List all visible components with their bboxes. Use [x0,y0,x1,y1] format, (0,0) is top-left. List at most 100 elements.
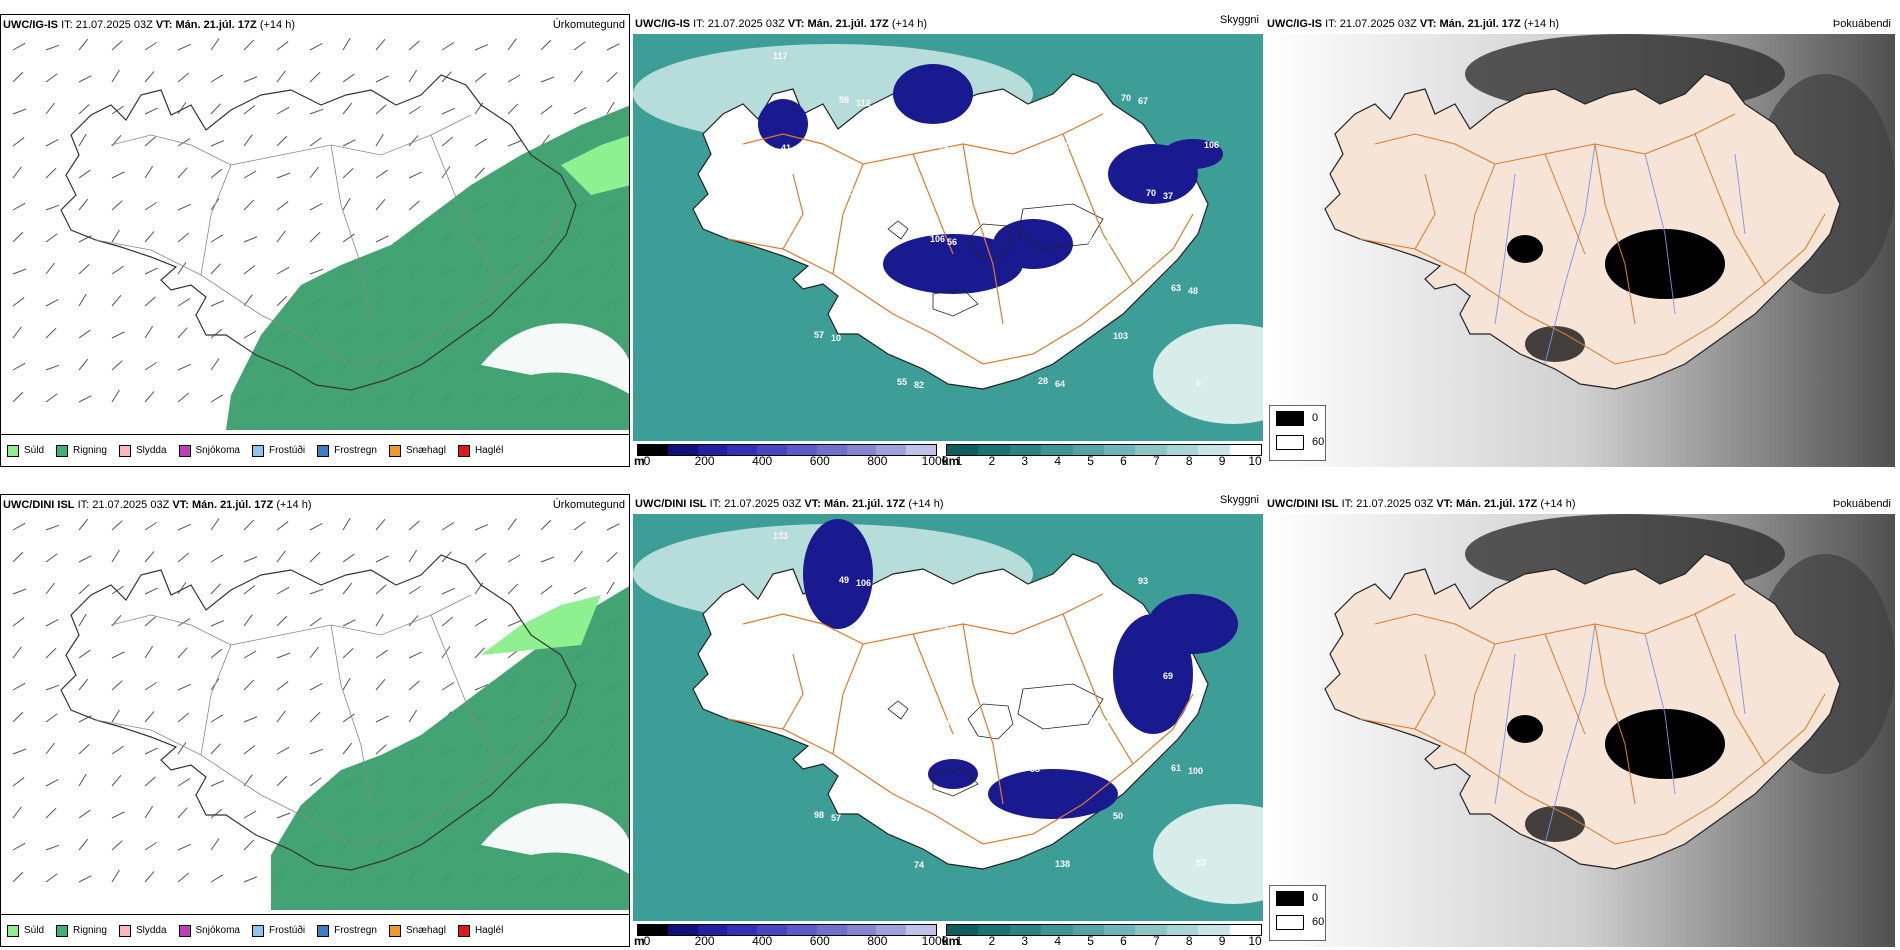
wind-barb [177,392,190,403]
fog-legend-item: 60 [1276,910,1325,934]
river-network [1494,143,1746,365]
wind-barb [144,711,155,723]
cloud-base-label: 50 [1113,811,1123,821]
vt-label: VT: [1419,18,1437,30]
legend-label: 60 [1312,436,1325,448]
colorbar-segment [1229,445,1262,455]
colorbar-tick-label: 400 [752,934,773,947]
colorbar-segment [1072,445,1105,455]
colorbar-segment [697,925,728,935]
wind-barb [606,552,618,563]
wind-barb [177,327,188,339]
fog-legend-item: 0 [1276,406,1325,430]
wind-barb [78,875,92,883]
visibility-map: 133 106 100 111 108 100 57 74 83 790 69 25 57 64 138 93… [633,514,1263,921]
colorbar-tick-label: 600 [809,934,830,947]
road [1594,623,1636,805]
wind-barb [177,523,191,531]
legend-label: Slydda [135,925,167,936]
coastline [60,554,577,871]
wind-barb [342,73,355,83]
legend-label: Snæhagl [405,925,446,936]
wind-barb [111,331,125,339]
wind-barb [45,582,56,595]
low-ceiling-area [928,759,978,789]
cloud-base-label: 53 [1196,858,1206,868]
glacier-outline [932,288,979,317]
wind-barb [573,41,586,51]
precip-legend: Súld Rigning Slydda Snjókoma Frostúði Frostre… [1,434,629,466]
precip-legend-item: Haglél [457,444,504,457]
model-name: UWC/IG-IS [1267,18,1322,30]
colorbar-segment [667,925,698,935]
wind-barb [177,843,191,851]
dense-fog-area [1605,229,1725,299]
it-value: 21.07.2025 03Z [1356,498,1434,510]
cloud-base-label: 108 [1105,719,1120,729]
colorbar-tick-label: 9 [1218,454,1226,467]
low-ceiling-area [803,519,873,629]
cloud-base-label: 59 [922,622,932,632]
colorbar-tick-label: 4 [1054,934,1061,947]
precip-legend-item: Snjókoma [178,444,240,457]
legend-label: Haglél [474,445,504,456]
colorbar-tick-label: 6 [1120,454,1127,467]
cloud-base-label: 100 [939,625,954,635]
wind-barb [78,133,87,147]
ceiling-colorbar [637,444,937,456]
legend-label: Haglél [474,925,504,936]
legend-label: Frostúði [268,445,306,456]
panel-header: UWC/DINI ISL IT: 21.07.2025 03Z VT: Mán.… [1,495,629,515]
colorbar-segment [638,445,668,455]
legend-label: Snjókoma [195,445,240,456]
wind-barb [45,524,60,531]
wind-barb [45,713,58,723]
it-label: IT: [709,498,722,510]
wind-barb [210,743,221,755]
wind-barb [12,137,25,147]
wind-barb [309,42,323,51]
cloud-base-label: 65 [1030,284,1040,294]
cloud-base-label: 40 [889,285,899,295]
model-name: UWC/DINI ISL [635,498,707,510]
wind-barb [210,394,224,403]
road-network [727,113,1194,365]
wind-barb [210,328,223,339]
wind-barb [276,615,288,627]
road [832,593,1104,755]
wind-barb [540,556,555,563]
legend-label: Slydda [135,445,167,456]
wind-barb [243,330,257,339]
wind-barb [210,714,224,723]
wind-barb [276,775,288,787]
wind-barb [276,230,286,243]
legend-swatch [457,444,470,457]
wind-barb [375,613,384,627]
panel-header: UWC/DINI ISL IT: 21.07.2025 03Z VT: Mán.… [1265,494,1895,514]
cloud-base-label: 55 [897,377,907,387]
wind-barb [144,267,158,275]
cloud-base-label: 106 [1204,140,1219,150]
road [1464,593,1736,755]
colorbar-segment [947,925,979,935]
wind-barb [12,42,26,51]
wind-barb [144,871,155,883]
legend-swatch [56,444,69,457]
wind-barb [243,810,257,819]
wind-barb [12,231,24,243]
wind-barb [408,549,418,563]
colorbar-tick-label: 1000 [921,934,949,947]
cloud-base-label: 59 [839,95,849,105]
glacier-outline [1017,203,1104,250]
wind-barb [474,44,489,51]
road-network [727,593,1194,845]
cloud-base-label: 78 [1088,716,1098,726]
panel-title: Þokuábendi [1832,18,1891,30]
sea-clear-area [1153,804,1263,904]
wind-barb [12,711,24,723]
cloud-base-label: 58 [1030,764,1040,774]
legend-swatch [1276,914,1304,930]
wind-barb [45,684,60,691]
road [1374,613,1496,645]
wind-barb [177,582,187,595]
